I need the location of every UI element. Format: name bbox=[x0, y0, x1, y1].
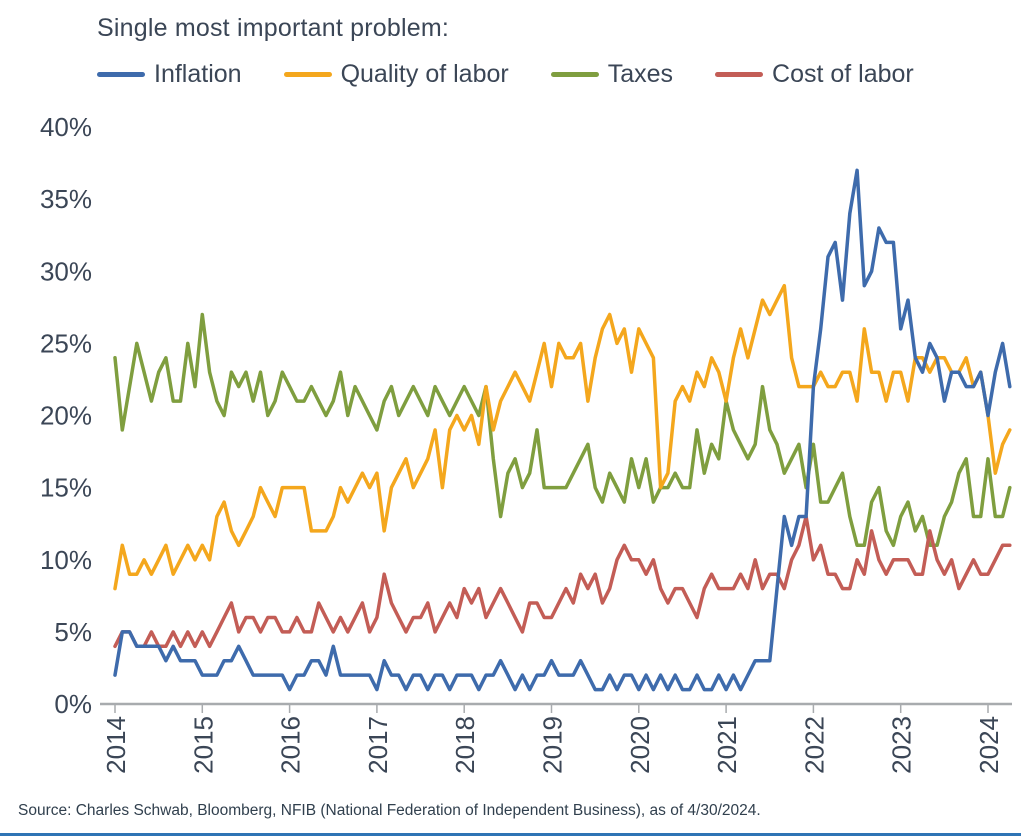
quality-of-labor-line-swatch bbox=[283, 72, 332, 77]
y-axis-tick-label: 30% bbox=[40, 256, 92, 286]
series-line-inflation bbox=[113, 168, 1012, 692]
inflation-line-swatch bbox=[97, 72, 145, 77]
x-axis-year-label: 2021 bbox=[712, 716, 742, 774]
series-line-taxes bbox=[113, 312, 1012, 548]
y-axis-tick-label: 5% bbox=[54, 617, 92, 647]
x-axis-year-label: 2015 bbox=[188, 716, 218, 774]
legend-label-taxes: Taxes bbox=[607, 60, 674, 88]
y-axis-tick-label: 35% bbox=[40, 184, 92, 214]
legend-item-taxes: Taxes bbox=[550, 60, 674, 89]
x-axis-year-label: 2016 bbox=[276, 716, 306, 774]
x-axis-year-label: 2020 bbox=[625, 716, 655, 774]
y-axis-tick-label: 10% bbox=[40, 545, 92, 575]
y-axis-tick-label: 0% bbox=[54, 689, 92, 719]
x-axis-year-label: 2017 bbox=[363, 716, 393, 774]
taxes-line-swatch bbox=[550, 72, 599, 77]
series-line-quality-of-labor bbox=[113, 283, 1012, 591]
legend-label-inflation: Inflation bbox=[154, 60, 242, 88]
cost-of-labor-line-swatch bbox=[715, 72, 764, 77]
x-axis-year-label: 2014 bbox=[101, 716, 131, 774]
x-axis-year-label: 2022 bbox=[799, 716, 829, 774]
legend-item-cost-of-labor: Cost of labor bbox=[715, 60, 914, 89]
chart-legend: Inflation Quality of labor Taxes Cost of… bbox=[97, 60, 914, 89]
legend-label-cost-of-labor: Cost of labor bbox=[772, 60, 914, 88]
y-axis-tick-label: 20% bbox=[40, 401, 92, 431]
series-line-cost-of-labor bbox=[113, 514, 1012, 649]
x-axis-year-label: 2024 bbox=[974, 716, 1004, 774]
source-attribution: Source: Charles Schwab, Bloomberg, NFIB … bbox=[18, 802, 761, 819]
x-axis-year-label: 2023 bbox=[887, 716, 917, 774]
x-axis-year-label: 2018 bbox=[450, 716, 480, 774]
y-axis-tick-label: 40% bbox=[40, 112, 92, 142]
y-axis-tick-label: 15% bbox=[40, 473, 92, 503]
legend-label-quality-of-labor: Quality of labor bbox=[340, 60, 509, 88]
y-axis-tick-label: 25% bbox=[40, 328, 92, 358]
legend-item-inflation: Inflation bbox=[97, 60, 242, 89]
chart-title: Single most important problem: bbox=[97, 14, 449, 42]
legend-item-quality-of-labor: Quality of labor bbox=[283, 60, 509, 89]
footer-rule bbox=[0, 833, 1021, 836]
x-axis-year-label: 2019 bbox=[538, 716, 568, 774]
